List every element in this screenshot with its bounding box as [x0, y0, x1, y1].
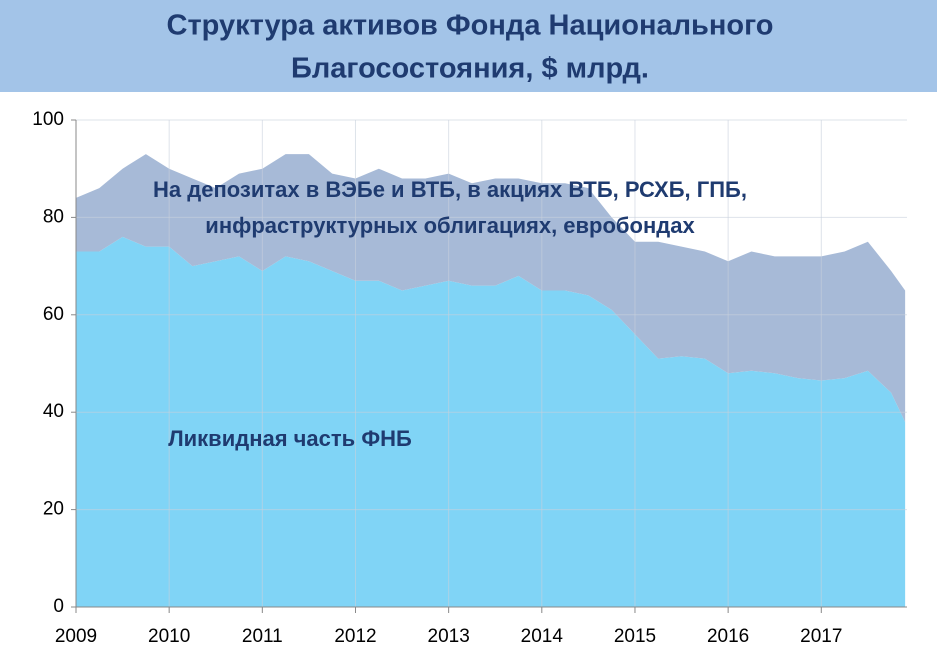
- area: [76, 236, 906, 607]
- y-tick-label: 0: [53, 596, 64, 617]
- x-tick-label: 2010: [148, 626, 190, 647]
- y-tick-label: 60: [43, 304, 64, 325]
- y-tick-label: 40: [43, 401, 64, 422]
- x-tick-label: 2009: [55, 626, 97, 647]
- area: [76, 154, 906, 422]
- x-tick-label: 2013: [428, 626, 470, 647]
- chart-title: Структура активов Фонда Национального: [167, 10, 774, 42]
- annotation: инфраструктурных облигациях, евробондах: [205, 213, 695, 238]
- annotation: Ликвидная часть ФНБ: [168, 426, 412, 451]
- x-tick-label: 2011: [242, 626, 283, 647]
- y-tick-label: 20: [43, 499, 64, 520]
- chart-title: Благосостояния, $ млрд.: [291, 53, 649, 85]
- x-tick-label: 2015: [614, 626, 656, 647]
- y-tick-label: 100: [32, 109, 64, 130]
- x-tick-label: 2012: [334, 626, 376, 647]
- title-band: [0, 0, 937, 92]
- x-tick-label: 2017: [800, 626, 842, 647]
- y-tick-label: 80: [43, 206, 64, 227]
- annotation: На депозитах в ВЭБе и ВТБ, в акциях ВТБ,…: [153, 177, 747, 202]
- x-tick-label: 2014: [521, 626, 564, 647]
- x-tick-label: 2016: [707, 626, 749, 647]
